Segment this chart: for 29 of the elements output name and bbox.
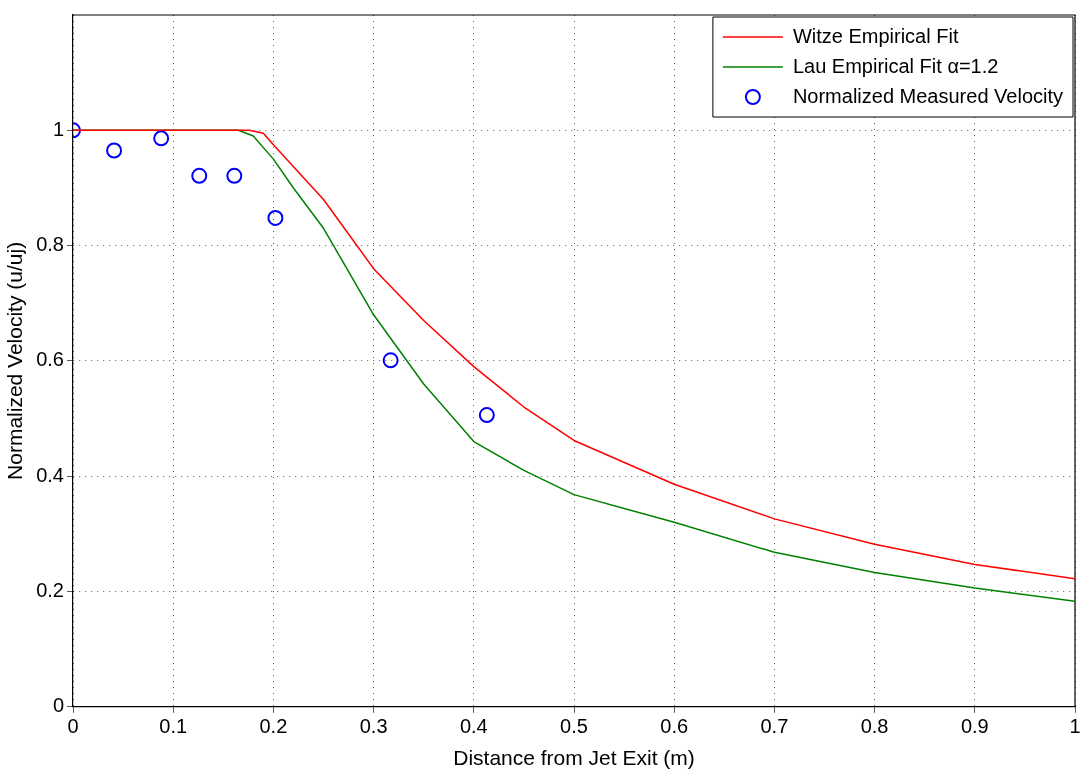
point	[226, 167, 243, 184]
legend-label: Witze Empirical Fit	[792, 24, 959, 47]
x-tick-label: 1	[1069, 715, 1081, 738]
x-tick-label: 0.5	[560, 715, 588, 738]
x-axis-title: Distance from Jet Exit (m)	[453, 746, 695, 770]
legend-label: Normalized Measured Velocity	[792, 84, 1064, 107]
x-tick-label: 0.4	[459, 715, 488, 738]
y-axis-title: Normalized Velocity (u/uj)	[3, 241, 27, 480]
x-tick-label: 0.9	[960, 715, 989, 738]
y-tick-label: 0	[52, 694, 64, 717]
point	[191, 167, 208, 184]
x-tick-label: 0.7	[760, 715, 789, 738]
x-tick-label: 0.6	[660, 715, 689, 738]
x-tick-label: 0	[67, 715, 79, 738]
x-tick-label: 0.2	[259, 715, 288, 738]
y-tick-label: 0.6	[36, 348, 64, 371]
x-tick-label: 0.1	[159, 715, 188, 738]
x-tick-label: 0.3	[359, 715, 388, 738]
y-tick-label: 1	[52, 117, 64, 140]
point	[478, 407, 495, 424]
x-tick-label: 0.8	[860, 715, 889, 738]
point	[106, 142, 123, 159]
y-tick-label: 0.4	[36, 463, 64, 486]
point	[267, 209, 284, 226]
y-tick-label: 0.2	[36, 579, 64, 602]
y-tick-label: 0.8	[36, 233, 64, 256]
legend-label: Lau Empirical Fit α=1.2	[792, 54, 999, 77]
point	[153, 130, 170, 147]
point	[382, 352, 399, 369]
